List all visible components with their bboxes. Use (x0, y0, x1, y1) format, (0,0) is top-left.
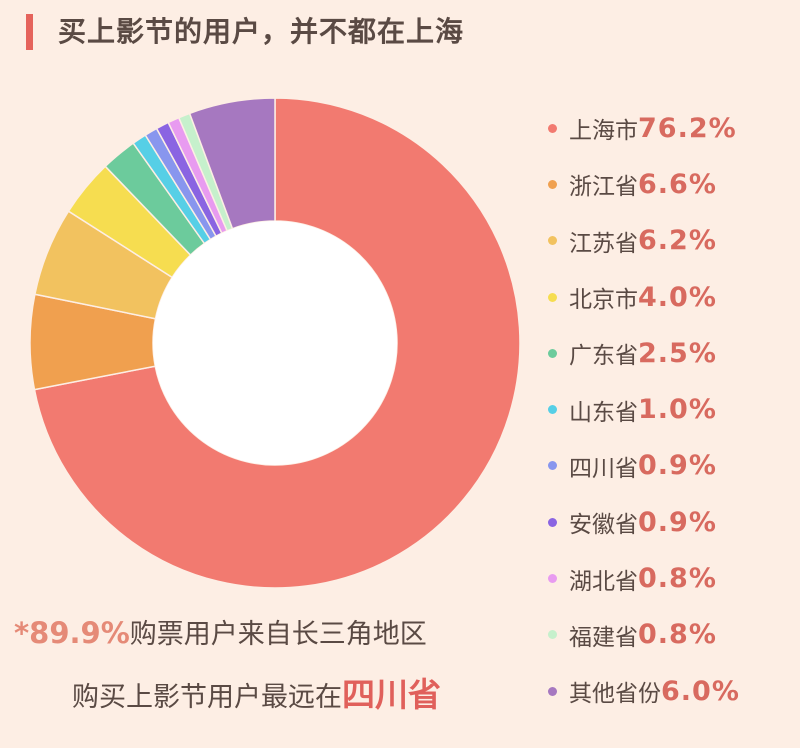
legend-label: 浙江省 (569, 174, 638, 201)
legend-label: 安徽省 (569, 512, 638, 539)
footnote-text-1: 购票用户来自长三角地区 (129, 619, 427, 650)
legend-color-dot (548, 517, 557, 527)
legend-label: 上海市 (569, 118, 638, 145)
legend-label: 其他省份 (569, 681, 661, 708)
legend-value: 2.5% (638, 337, 717, 369)
donut-chart (29, 97, 521, 589)
legend-color-dot (548, 179, 557, 189)
legend-value: 1.0% (638, 394, 717, 426)
legend-label: 广东省 (569, 343, 638, 370)
legend-color-dot (548, 630, 557, 640)
legend-color-dot (548, 236, 557, 246)
legend-label: 四川省 (569, 455, 638, 482)
footnote-line-1: *89.9%购票用户来自长三角地区 (14, 612, 427, 651)
legend-item: 安徽省 0.9% (548, 494, 800, 550)
legend-label: 湖北省 (569, 568, 638, 595)
legend-item: 福建省 0.8% (548, 607, 800, 663)
donut-hole (153, 221, 397, 465)
legend-item: 广东省 2.5% (548, 325, 800, 381)
legend-value: 6.2% (638, 225, 717, 257)
legend-color-dot (548, 461, 557, 471)
legend-item: 江苏省 6.2% (548, 213, 800, 269)
chart-legend: 上海市 76.2% 浙江省 6.6% 江苏省 6.2% 北京市 4.0% 广东省 2.5% 山东省 1… (548, 100, 800, 719)
legend-color-dot (548, 348, 557, 358)
legend-label: 江苏省 (569, 230, 638, 257)
legend-label: 山东省 (569, 399, 638, 426)
legend-value: 0.9% (638, 450, 717, 482)
legend-value: 0.8% (638, 563, 717, 595)
title-accent-bar (26, 14, 33, 50)
donut-slice-11 (188, 97, 276, 230)
legend-item: 北京市 4.0% (548, 269, 800, 325)
footnote-percentage: *89.9% (14, 616, 130, 650)
footnote-line-2: 购买上影节用户最远在四川省 (72, 668, 441, 716)
legend-item: 四川省 0.9% (548, 438, 800, 494)
legend-item: 山东省 1.0% (548, 381, 800, 437)
legend-item: 上海市 76.2% (548, 100, 800, 156)
legend-item: 其他省份 6.0% (548, 663, 800, 719)
legend-value: 0.9% (638, 506, 717, 538)
legend-value: 6.6% (638, 168, 717, 200)
legend-color-dot (548, 686, 557, 696)
legend-color-dot (548, 574, 557, 584)
legend-value: 76.2% (638, 112, 737, 144)
legend-value: 4.0% (638, 281, 717, 313)
footnote-highlight: 四川省 (342, 675, 441, 714)
legend-value: 0.8% (638, 619, 717, 651)
legend-color-dot (548, 292, 557, 302)
legend-label: 北京市 (569, 287, 638, 314)
legend-item: 湖北省 0.8% (548, 550, 800, 606)
footnote-text-2: 购买上影节用户最远在 (72, 682, 342, 713)
legend-value: 6.0% (661, 675, 740, 707)
legend-color-dot (548, 123, 557, 133)
legend-label: 福建省 (569, 624, 638, 651)
legend-item: 浙江省 6.6% (548, 156, 800, 212)
chart-title: 买上影节的用户，并不都在上海 (58, 15, 465, 48)
legend-color-dot (548, 405, 557, 415)
